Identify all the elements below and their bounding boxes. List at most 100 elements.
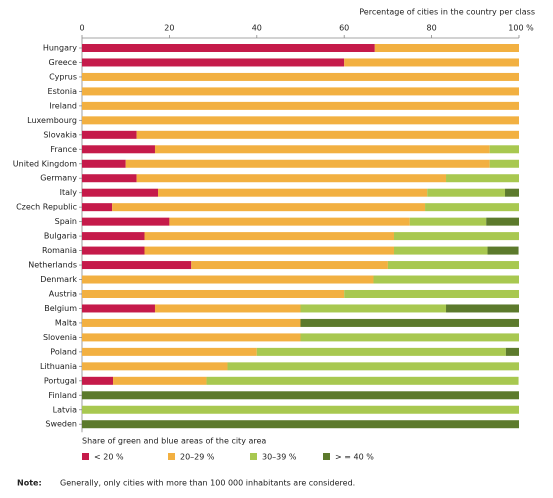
legend-swatch [168,453,175,460]
legend-label: < 20 % [94,453,124,462]
y-tick-label: Malta [55,318,77,327]
bar-segment [144,232,395,241]
bar-segment [158,188,428,197]
y-tick-label: Slovakia [43,130,77,139]
bar-segment [394,232,519,241]
chart-title: Percentage of cities in the country per … [359,8,535,17]
y-tick-label: Estonia [48,87,78,96]
bar-segment [387,261,519,270]
bar-segment [169,217,410,226]
y-tick-label: Hungary [43,44,77,53]
legend-swatch [250,453,257,460]
bar-segment [373,275,519,284]
y-tick-label: Portugal [44,376,77,385]
bar-segment [82,116,519,125]
bar-segment [113,376,207,385]
bar-segment [82,405,519,414]
bar-segment [425,203,519,212]
bar-segment [446,304,519,313]
bar-segment [82,44,375,52]
legend-label: 30–39 % [262,453,297,462]
y-tick-label: Denmark [40,275,77,284]
bar-segment [154,304,301,313]
bar-segment [82,130,137,139]
y-tick-label: Germany [40,174,77,183]
y-tick-label: Austria [49,289,77,298]
bar-segment [344,58,519,67]
legend-swatch [323,453,330,460]
bar-segment [489,159,519,168]
y-tick-label: Luxembourg [27,116,77,125]
bar-segment [427,188,506,197]
y-tick-label: Poland [50,347,77,356]
bar-segment [82,232,145,241]
bar-segment [112,203,426,212]
bar-segment [82,347,257,356]
bar-segment [82,174,137,183]
x-tick-label: 0 [79,24,84,33]
bar-segment [82,333,301,342]
bar-segment [505,188,519,197]
y-tick-label: Ireland [49,101,77,110]
legend-label: > = 40 % [335,453,374,462]
bar-segment [300,318,519,327]
bar-segment [82,275,374,284]
bar-segment [82,188,159,197]
bar-segment [82,58,345,67]
x-tick-label: 100 % [508,24,534,33]
y-tick-label: Slovenia [43,333,77,342]
bar-segment [82,420,519,429]
y-tick-label: Finland [48,391,77,400]
y-tick-label: Cyprus [49,72,77,81]
bar-segment [300,304,447,313]
x-tick-label: 60 [339,24,349,33]
note: Generally, only cities with more than 10… [60,479,355,488]
y-tick-label: Belgium [44,304,77,313]
bar-segment [409,217,487,226]
y-tick-label: Latvia [53,405,77,414]
bar-segment [446,174,519,183]
bar-segment [344,289,519,298]
y-tick-label: Bulgaria [44,232,77,241]
bar-segment [82,362,228,371]
bar-segment [206,376,519,385]
bar-segment [82,261,192,270]
note-label: Note: [17,479,42,488]
y-tick-label: Lithuania [40,362,77,371]
bar-segment [82,159,126,168]
bar-segment [82,318,301,327]
bar-segment [82,217,170,226]
y-tick-label: Spain [55,217,77,226]
bar-segment [82,101,519,110]
x-tick-label: 20 [164,24,174,33]
bar-segment [82,203,113,212]
x-tick-label: 80 [427,24,437,33]
bar-segment [82,376,114,385]
bar-segment [125,159,490,168]
y-tick-label: Sweden [45,420,77,429]
bar-segment [505,347,519,356]
bar-segment [374,44,519,52]
y-tick-label: Netherlands [28,261,77,270]
legend-label: 20–29 % [180,453,215,462]
bar-segment [82,289,345,298]
bar-segment [82,246,145,255]
bar-segment [82,304,155,313]
legend-title: Share of green and blue areas of the cit… [82,437,266,446]
bar-segment [191,261,388,270]
bar-segment [227,362,519,371]
bar-segment [136,174,447,183]
bar-segment [154,145,490,154]
y-tick-label: Romania [42,246,77,255]
y-tick-label: United Kingdom [13,159,77,168]
bar-segment [394,246,488,255]
bar-segment [82,145,155,154]
y-tick-label: Greece [49,58,78,67]
bar-segment [82,72,519,81]
y-tick-label: Italy [60,188,78,197]
bar-segment [256,347,506,356]
bar-segment [82,391,519,400]
x-tick-label: 40 [252,24,262,33]
bar-segment [300,333,519,342]
